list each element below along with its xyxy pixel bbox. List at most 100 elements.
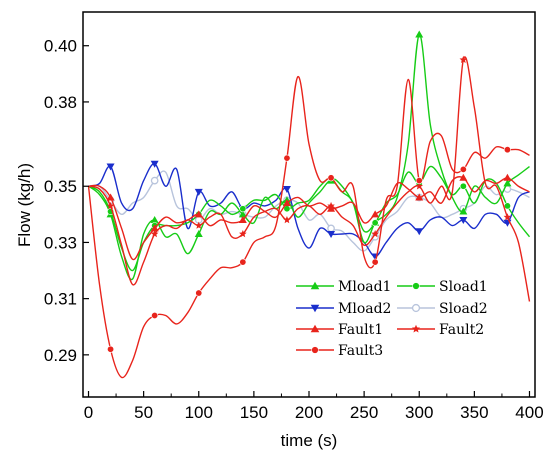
y-tick-label: 0.31: [44, 290, 77, 309]
data-point-fault2: [150, 230, 159, 238]
data-point-mload2: [282, 186, 291, 194]
legend-marker-sload1: [412, 282, 420, 290]
data-point-fault1: [459, 173, 468, 181]
legend-label-fault3: Fault3: [338, 343, 383, 359]
data-point-sload1: [459, 182, 467, 190]
data-point-mload2: [150, 160, 159, 168]
data-point-fault2: [415, 182, 424, 190]
data-point-fault3: [107, 345, 115, 353]
data-point-fault3: [459, 165, 467, 173]
x-tick-label: 300: [405, 403, 433, 422]
legend-label-sload2: Sload2: [439, 301, 488, 317]
legend-marker-mload1: [310, 281, 320, 290]
x-tick-label: 200: [295, 403, 323, 422]
y-tick-label: 0.35: [44, 177, 77, 196]
data-point-mload2: [327, 231, 336, 239]
data-point-mload1: [459, 207, 468, 215]
data-point-fault2: [327, 201, 335, 210]
data-point-fault1: [238, 215, 247, 223]
data-point-fault2: [459, 55, 468, 64]
y-tick-label: 0.29: [44, 346, 77, 365]
data-point-mload1: [194, 230, 203, 238]
legend-label-fault2: Fault2: [439, 322, 484, 338]
y-tick-label: 0.33: [44, 233, 77, 252]
series-line-fault2: [88, 56, 531, 302]
data-point-fault1: [371, 210, 380, 218]
data-point-mload2: [106, 163, 115, 171]
data-point-sload2: [327, 224, 335, 233]
y-axis-title: Flow (kg/h): [15, 163, 34, 247]
legend-item-mload2: Mload2: [296, 301, 391, 317]
series-line-mload1: [88, 33, 530, 281]
legend-item-mload1: Mload1: [296, 279, 391, 295]
data-point-fault3: [327, 174, 335, 182]
data-point-fault1: [327, 204, 336, 212]
legend-marker-mload2: [310, 304, 320, 313]
data-point-fault3: [371, 258, 379, 266]
legend-label-mload2: Mload2: [338, 301, 391, 317]
legend-marker-fault3: [311, 346, 319, 354]
y-tick-label: 0.38: [44, 93, 77, 112]
x-axis: 0 50 100 150 200 250 300 350 400: [84, 391, 544, 422]
series-fault3: [87, 75, 530, 379]
data-point-fault3: [151, 312, 159, 320]
data-point-sload1: [371, 219, 379, 227]
series-line-sload1: [88, 165, 531, 272]
data-point-fault2: [106, 201, 115, 210]
data-point-fault1: [282, 199, 291, 207]
series-layer: [87, 30, 531, 379]
data-point-fault2: [239, 230, 247, 238]
data-point-sload2: [150, 176, 159, 185]
x-tick-label: 150: [240, 403, 268, 422]
x-tick-label: 100: [185, 403, 213, 422]
data-point-mload1: [150, 215, 159, 223]
x-axis-title: time (s): [281, 431, 338, 450]
series-line-mload2: [88, 163, 530, 258]
data-point-mload1: [238, 210, 247, 218]
y-axis: 0.29 0.31 0.33 0.35 0.38 0.40: [44, 37, 89, 365]
x-tick-label: 50: [134, 403, 153, 422]
legend-item-fault1: Fault1: [296, 322, 383, 338]
data-point-fault1: [106, 193, 115, 201]
x-tick-label: 0: [84, 403, 93, 422]
legend-item-sload1: Sload1: [397, 279, 488, 295]
y-tick-label: 0.40: [44, 37, 77, 56]
data-point-fault2: [283, 215, 291, 224]
legend-marker-fault1: [310, 324, 320, 333]
data-point-sload1: [239, 205, 247, 213]
data-point-mload2: [194, 188, 203, 196]
data-point-sload1: [503, 202, 511, 210]
x-tick-label: 350: [460, 403, 488, 422]
legend-item-fault3: Fault3: [296, 343, 383, 359]
legend-item-sload2: Sload2: [397, 301, 488, 317]
series-line-sload2: [88, 170, 530, 252]
legend-label-mload1: Mload1: [338, 279, 391, 295]
data-point-mload1: [415, 30, 424, 38]
data-point-fault1: [194, 210, 203, 218]
data-point-fault2: [503, 213, 512, 221]
x-tick-label: 250: [350, 403, 378, 422]
data-point-fault3: [195, 289, 203, 297]
legend: Mload1 Mload2 Fault1 Fault3 Sload1 Sload2 Faul…: [296, 279, 488, 359]
legend-item-fault2: Fault2: [397, 322, 484, 338]
data-point-fault3: [503, 146, 511, 154]
series-mload1: [88, 30, 530, 281]
x-tick-label: 400: [515, 403, 543, 422]
data-point-mload2: [415, 228, 424, 236]
series-fault2: [88, 55, 531, 302]
series-line-fault3: [87, 75, 530, 379]
legend-marker-sload2: [411, 303, 421, 313]
data-point-fault1: [150, 224, 159, 232]
data-point-mload2: [459, 216, 468, 224]
legend-label-fault1: Fault1: [338, 322, 383, 338]
legend-marker-fault2: [411, 324, 421, 333]
data-point-fault1: [503, 173, 512, 181]
legend-label-sload1: Sload1: [439, 279, 488, 295]
data-point-fault3: [239, 258, 247, 266]
data-point-fault2: [194, 221, 203, 229]
data-point-fault3: [283, 154, 291, 162]
data-point-fault3: [415, 177, 423, 185]
data-point-fault2: [371, 230, 379, 238]
data-point-mload1: [503, 179, 512, 187]
